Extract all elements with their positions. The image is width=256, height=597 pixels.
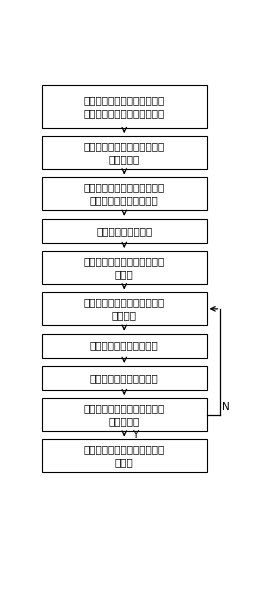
Text: 利用计算机对微纳探针目标形
状进行数据离散化处理和分析: 利用计算机对微纳探针目标形 状进行数据离散化处理和分析 [84, 95, 165, 118]
FancyBboxPatch shape [42, 177, 207, 211]
FancyBboxPatch shape [42, 439, 207, 472]
Text: 计算所需施加主动力大小: 计算所需施加主动力大小 [90, 341, 159, 350]
Text: Y: Y [132, 430, 138, 440]
Text: 精确控制力检测模块和视觉检
测模块升降: 精确控制力检测模块和视觉检 测模块升降 [84, 141, 165, 164]
FancyBboxPatch shape [42, 366, 207, 390]
Text: 根据探针目标形状需要自动调
整可动导轨相对位置间距: 根据探针目标形状需要自动调 整可动导轨相对位置间距 [84, 182, 165, 205]
Text: 控制电磁正转紧固件和反转紧
固件联动: 控制电磁正转紧固件和反转紧 固件联动 [84, 297, 165, 321]
FancyBboxPatch shape [42, 293, 207, 325]
Text: 装夹和固定微纳探针: 装夹和固定微纳探针 [96, 226, 152, 236]
FancyBboxPatch shape [42, 219, 207, 242]
FancyBboxPatch shape [42, 398, 207, 431]
FancyBboxPatch shape [42, 136, 207, 169]
FancyBboxPatch shape [42, 334, 207, 358]
Text: 力检测模块感知触碰信号: 力检测模块感知触碰信号 [90, 373, 159, 383]
FancyBboxPatch shape [42, 85, 207, 128]
Text: 施加夹紧力并驱动周向旋转模
块运动: 施加夹紧力并驱动周向旋转模 块运动 [84, 256, 165, 279]
Text: 实时自动判断与探针目标形状
匹配接近度: 实时自动判断与探针目标形状 匹配接近度 [84, 403, 165, 426]
FancyBboxPatch shape [42, 251, 207, 284]
Text: N: N [222, 402, 230, 413]
Text: 微纳探针实际形状达到自动成
型目标: 微纳探针实际形状达到自动成 型目标 [84, 444, 165, 467]
